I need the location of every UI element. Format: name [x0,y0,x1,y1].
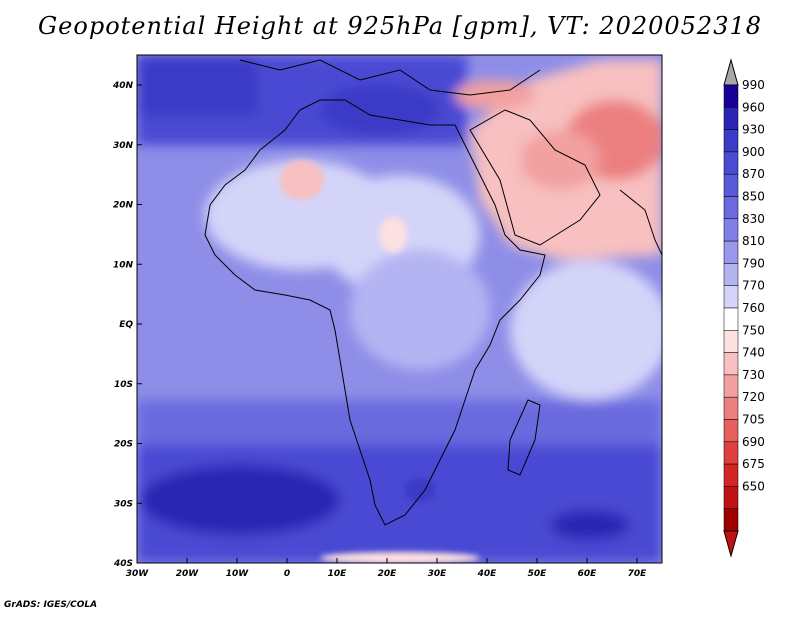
lon-tick-label: 10E [328,569,348,579]
colorbar-cell [723,374,739,398]
colorbar-level-label: 790 [742,256,765,270]
colorbar-cell [723,129,739,153]
indian-ocean-zone [510,260,662,400]
colorbar-cell [723,285,739,309]
colorbar-level-label: 750 [742,323,765,337]
colorbar-level-label: 740 [742,346,765,360]
height-field [137,55,662,563]
madagascar-coastline [507,399,541,476]
lon-tick-label: 30E [428,569,448,579]
colorbar: 990 960 930 900 870 850 830 810 790 770 760 750 740 7… [723,58,765,558]
colorbar-cell [723,196,739,220]
subtropical-band [137,400,662,445]
africa-coastline [204,99,546,526]
lon-tick-label: 20E [378,569,398,579]
colorbar-level-label: 830 [742,212,765,226]
mediterranean-high [320,85,440,135]
arabia-coastline [469,109,601,246]
colorbar-cell [723,173,739,197]
lon-tick-label: 40E [477,569,498,579]
lat-tick-label: EQ [119,320,133,330]
lat-tick-label: 40N [112,81,134,91]
lat-tick-label: 30S [114,499,133,509]
south-atlantic-high [140,465,340,535]
lon-tick-label: 20W [176,569,200,579]
europe-coastline [239,59,541,96]
arabia-thermal-low [520,130,600,190]
sahara-thermal-low [280,160,324,200]
latitude-axis: 40N 30N 20N 10N EQ 10S 20S 30S 40S [112,81,142,569]
colorbar-level-label: 930 [742,123,765,137]
south-indian-high [550,510,630,540]
colorbar-level-label: 960 [742,100,765,114]
colorbar-level-label: 650 [742,479,765,493]
colorbar-level-label: 730 [742,368,765,382]
southern-edge-low [320,552,480,563]
lat-tick-label: 20S [114,440,133,450]
colorbar-cell [723,107,739,130]
colorbar-bottom-cap [723,530,739,558]
colorbar-cell [723,218,739,242]
lon-tick-label: 0 [284,569,290,579]
colorbar-top-cap [723,58,739,86]
colorbar-level-label: 720 [742,390,765,404]
colorbar-level-label: 870 [742,167,765,181]
north-atlantic-high [137,55,257,115]
colorbar-cell [723,486,739,509]
colorbar-cell [723,508,739,532]
lon-tick-label: 30W [126,569,150,579]
lon-tick-label: 10W [226,569,250,579]
lat-tick-label: 40S [113,559,133,569]
colorbar-level-label: 770 [742,279,765,293]
colorbar-cell [723,419,739,443]
lon-tick-label: 50E [528,569,548,579]
colorbar-cell [723,263,739,286]
colorbar-level-label: 760 [742,301,765,315]
colorbar-level-label: 810 [742,234,765,248]
colorbar-level-label: 850 [742,190,765,204]
colorbar-cell [723,307,739,331]
colorbar-cell [723,84,739,108]
colorbar-level-label: 705 [742,413,765,427]
india-coastline [619,189,662,256]
lon-tick-label: 70E [628,569,648,579]
lat-tick-label: 10N [113,260,134,270]
lon-tick-label: 60E [578,569,598,579]
map-frame [136,54,663,564]
colorbar-level-label: 690 [742,435,765,449]
colorbar-cell [723,151,739,175]
longitude-axis: 30W 20W 10W 0 10E 20E 30E 40E 50E 60E 70E [126,558,647,579]
colorbar-level-label: 990 [742,78,765,92]
colorbar-cell [723,352,739,376]
map-title: Geopotential Height at 925hPa [gpm], VT:… [38,12,762,40]
chad-thermal-low [379,217,407,253]
anatolia-low [455,80,535,110]
lat-tick-label: 10S [114,380,133,390]
credit-text: GrADS: IGES/COLA [4,600,98,610]
colorbar-level-label: 900 [742,145,765,159]
colorbar-cell [723,441,739,465]
lat-tick-label: 20N [113,201,134,211]
lat-tick-label: 30N [113,141,134,151]
drakensberg-high [405,478,435,502]
colorbar-level-label: 675 [742,457,765,471]
congo-zone [350,250,490,370]
colorbar-cell [723,330,739,353]
colorbar-cell [723,396,739,420]
coastlines [204,59,662,526]
colorbar-cell [723,463,739,487]
colorbar-cell [723,240,739,264]
